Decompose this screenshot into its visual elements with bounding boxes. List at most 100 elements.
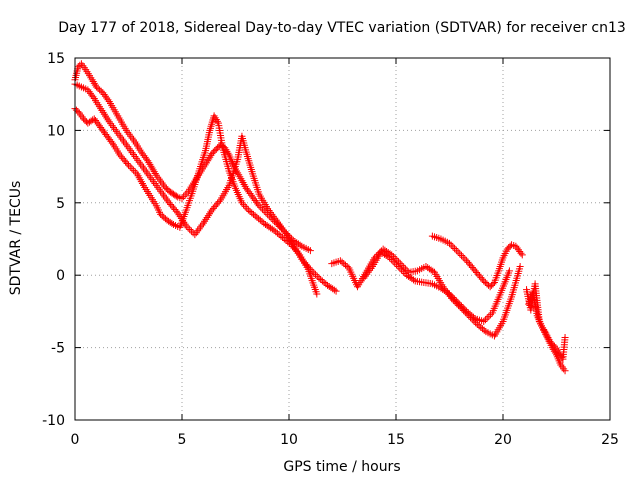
data-point [149, 166, 157, 174]
data-point [240, 201, 248, 209]
data-point [483, 280, 491, 288]
data-point [172, 192, 180, 200]
data-point [452, 297, 460, 305]
data-point [168, 219, 176, 227]
data-point [481, 278, 489, 286]
data-point [387, 256, 395, 264]
data-point [312, 271, 320, 279]
data-point [318, 277, 326, 285]
data-point [398, 266, 406, 274]
data-point [162, 184, 170, 192]
data-point [517, 249, 525, 257]
data-point [108, 139, 116, 147]
x-axis-label: GPS time / hours [283, 459, 400, 475]
data-point [391, 259, 399, 267]
data-point [452, 246, 460, 254]
data-point [447, 292, 455, 300]
data-point [466, 310, 474, 318]
data-point [214, 199, 222, 207]
grid-lines [75, 58, 610, 420]
data-point [171, 206, 179, 214]
data-point [224, 149, 232, 157]
data-point [486, 283, 494, 291]
data-point [471, 267, 479, 275]
data-point [556, 350, 564, 358]
data-point [258, 205, 266, 213]
data-point [561, 367, 569, 375]
data-point [396, 264, 404, 272]
x-tick-label: 20 [494, 432, 512, 448]
data-point [516, 263, 524, 271]
data-point [454, 299, 462, 307]
data-point [131, 168, 139, 176]
data-point [480, 326, 488, 334]
data-point [248, 209, 256, 217]
data-point [541, 327, 549, 335]
data-point [148, 164, 156, 172]
data-point [461, 306, 469, 314]
data-point [92, 83, 100, 91]
data-point [306, 265, 314, 273]
data-point [244, 206, 252, 214]
data-point [246, 207, 254, 215]
data-point [469, 313, 477, 321]
data-point [145, 159, 153, 167]
data-point [150, 168, 158, 176]
data-point [142, 155, 150, 163]
data-point [399, 268, 407, 276]
data-point [313, 272, 321, 280]
data-point [301, 259, 309, 267]
data-point [505, 267, 513, 275]
plot-frame [74, 57, 611, 421]
data-point [384, 253, 392, 261]
data-point [243, 204, 251, 212]
data-point [454, 248, 462, 256]
data-point [122, 158, 130, 166]
data-point [505, 244, 513, 252]
data-point [444, 289, 452, 297]
data-point [74, 63, 82, 71]
data-point [96, 86, 104, 94]
data-point [449, 293, 457, 301]
data-point [241, 202, 249, 210]
data-point [186, 225, 194, 233]
data-point [273, 229, 281, 237]
data-point [464, 309, 472, 317]
data-point [465, 260, 473, 268]
data-point [183, 189, 191, 197]
data-point [168, 202, 176, 210]
data-point [74, 108, 82, 116]
data-point [205, 155, 213, 163]
y-tick-label: 15 [47, 51, 65, 67]
data-point [473, 269, 481, 277]
data-point [429, 267, 437, 275]
data-point [116, 151, 124, 159]
data-point [456, 250, 464, 258]
data-point [270, 226, 278, 234]
data-point [157, 210, 165, 218]
data-point [126, 163, 134, 171]
data-point [538, 322, 546, 330]
data-point [320, 278, 328, 286]
data-point [446, 290, 453, 298]
data-point [204, 157, 212, 165]
data-point [89, 116, 97, 124]
data-markers [71, 60, 569, 375]
data-point [257, 203, 265, 211]
data-point [88, 76, 96, 84]
data-point [456, 300, 464, 308]
data-point [119, 154, 127, 162]
data-point [401, 269, 409, 277]
data-point [449, 243, 457, 251]
data-point [336, 257, 344, 265]
data-point [480, 318, 488, 326]
data-point [144, 157, 152, 165]
data-point [478, 275, 486, 283]
data-point [394, 263, 402, 271]
data-point [209, 204, 217, 212]
data-point [251, 212, 259, 220]
data-point [208, 206, 216, 214]
data-point [518, 251, 526, 259]
data-point [561, 333, 569, 341]
data-point [209, 148, 217, 156]
